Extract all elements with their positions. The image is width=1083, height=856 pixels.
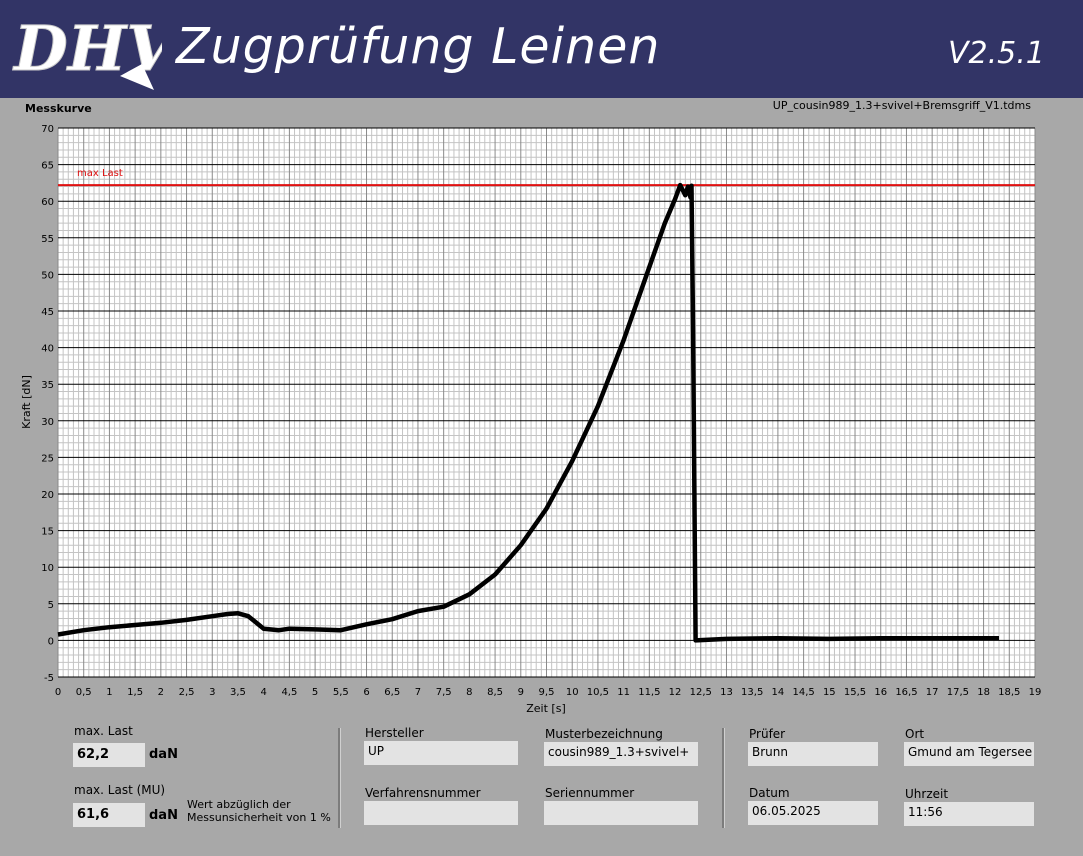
x-tick-label: 11 (617, 687, 630, 698)
max-last-unit: daN (149, 747, 178, 762)
app-header: DHV Zugprüfung Leinen V2.5.1 (0, 0, 1083, 98)
max-last-label: max. Last (74, 724, 133, 738)
y-tick-label: 70 (41, 124, 54, 135)
x-tick-label: 14,5 (792, 687, 814, 698)
max-last-value: 62,2 (73, 743, 145, 767)
force-series-line (57, 182, 999, 643)
y-tick-label: 30 (41, 417, 54, 428)
x-tick-label: 1,5 (127, 687, 143, 698)
x-tick-label: 16,5 (895, 687, 917, 698)
dhv-logo-text: DHV (12, 12, 162, 85)
y-tick-label: 15 (41, 527, 54, 538)
x-tick-label: 7,5 (436, 687, 452, 698)
app-title: Zugprüfung Leinen (176, 18, 661, 75)
x-tick-label: 6 (363, 687, 369, 698)
x-tick-label: 2 (158, 687, 164, 698)
x-axis-label: Zeit [s] (526, 702, 565, 715)
chart-file-name: UP_cousin989_1.3+svivel+Bremsgriff_V1.td… (772, 99, 1031, 112)
x-tick-label: 5,5 (333, 687, 349, 698)
x-tick-label: 6,5 (384, 687, 400, 698)
y-tick-label: 25 (41, 453, 54, 464)
musterbezeichnung-label: Musterbezeichnung (545, 727, 663, 741)
x-tick-label: 14 (772, 687, 785, 698)
x-tick-label: 9 (518, 687, 524, 698)
verfahrensnummer-label: Verfahrensnummer (365, 786, 481, 800)
x-tick-label: 18,5 (998, 687, 1020, 698)
x-tick-label: 3 (209, 687, 215, 698)
x-tick-label: 17 (926, 687, 939, 698)
x-tick-label: 15,5 (844, 687, 866, 698)
x-tick-label: 5 (312, 687, 318, 698)
y-tick-label: 0 (48, 636, 54, 647)
x-tick-label: 13,5 (741, 687, 763, 698)
seriennummer-field[interactable] (544, 801, 698, 825)
chart-title: Messkurve (25, 102, 92, 115)
y-tick-label: 10 (41, 563, 54, 574)
x-tick-label: 7 (415, 687, 421, 698)
ort-label: Ort (905, 727, 925, 741)
y-tick-label: 65 (41, 161, 54, 172)
y-tick-label: 40 (41, 344, 54, 355)
x-tick-label: 13 (720, 687, 733, 698)
max-last-mu-unit: daN (149, 808, 178, 823)
x-tick-label: 12,5 (690, 687, 712, 698)
x-tick-label: 16 (874, 687, 887, 698)
x-tick-label: 10 (566, 687, 579, 698)
y-tick-label: 45 (41, 307, 54, 318)
y-tick-label: 35 (41, 380, 54, 391)
separator-left (338, 728, 341, 828)
y-tick-label: 50 (41, 270, 54, 281)
uncertainty-note-line1: Wert abzüglich der (187, 798, 291, 811)
hersteller-label: Hersteller (365, 726, 424, 740)
separator-right (722, 728, 725, 828)
x-tick-label: 17,5 (947, 687, 969, 698)
datum-field[interactable]: 06.05.2025 (748, 801, 878, 825)
uhrzeit-label: Uhrzeit (905, 787, 949, 801)
y-tick-label: 55 (41, 234, 54, 245)
max-last-mu-value: 61,6 (73, 803, 145, 827)
y-tick-label: 60 (41, 197, 54, 208)
y-tick-label: -5 (44, 673, 54, 684)
pruefer-field[interactable]: Brunn (748, 742, 878, 766)
x-tick-label: 4,5 (281, 687, 297, 698)
dhv-logo: DHV (12, 12, 162, 90)
force-time-chart: max Last -50510152025303540455055606570 … (20, 124, 1042, 715)
x-tick-label: 3,5 (230, 687, 246, 698)
dhv-logo-swoosh (120, 64, 154, 90)
x-tick-label: 1 (106, 687, 112, 698)
x-tick-label: 8 (466, 687, 472, 698)
x-tick-label: 2,5 (179, 687, 195, 698)
x-tick-label: 0 (55, 687, 61, 698)
uhrzeit-field[interactable]: 11:56 (904, 802, 1034, 826)
app-version: V2.5.1 (948, 36, 1045, 71)
uncertainty-note-line2: Messunsicherheit von 1 % (187, 811, 331, 824)
verfahrensnummer-field[interactable] (364, 801, 518, 825)
pruefer-label: Prüfer (749, 727, 786, 741)
ort-field[interactable]: Gmund am Tegersee (904, 742, 1034, 766)
x-tick-label: 11,5 (638, 687, 660, 698)
x-tick-label: 12 (669, 687, 682, 698)
y-tick-label: 5 (48, 600, 54, 611)
max-last-annotation: max Last (77, 168, 123, 179)
x-tick-label: 19 (1029, 687, 1042, 698)
x-tick-label: 8,5 (487, 687, 503, 698)
x-tick-label: 4 (260, 687, 266, 698)
x-tick-label: 18 (977, 687, 990, 698)
hersteller-field[interactable]: UP (364, 741, 518, 765)
max-last-mu-label: max. Last (MU) (74, 783, 166, 797)
x-tick-label: 9,5 (539, 687, 555, 698)
x-tick-label: 10,5 (587, 687, 609, 698)
y-tick-label: 20 (41, 490, 54, 501)
musterbezeichnung-field[interactable]: cousin989_1.3+svivel+ (544, 742, 698, 766)
y-axis-label: Kraft [dN] (20, 375, 33, 429)
x-tick-label: 15 (823, 687, 836, 698)
seriennummer-label: Seriennummer (545, 786, 635, 800)
datum-label: Datum (749, 786, 790, 800)
x-tick-label: 0,5 (76, 687, 92, 698)
